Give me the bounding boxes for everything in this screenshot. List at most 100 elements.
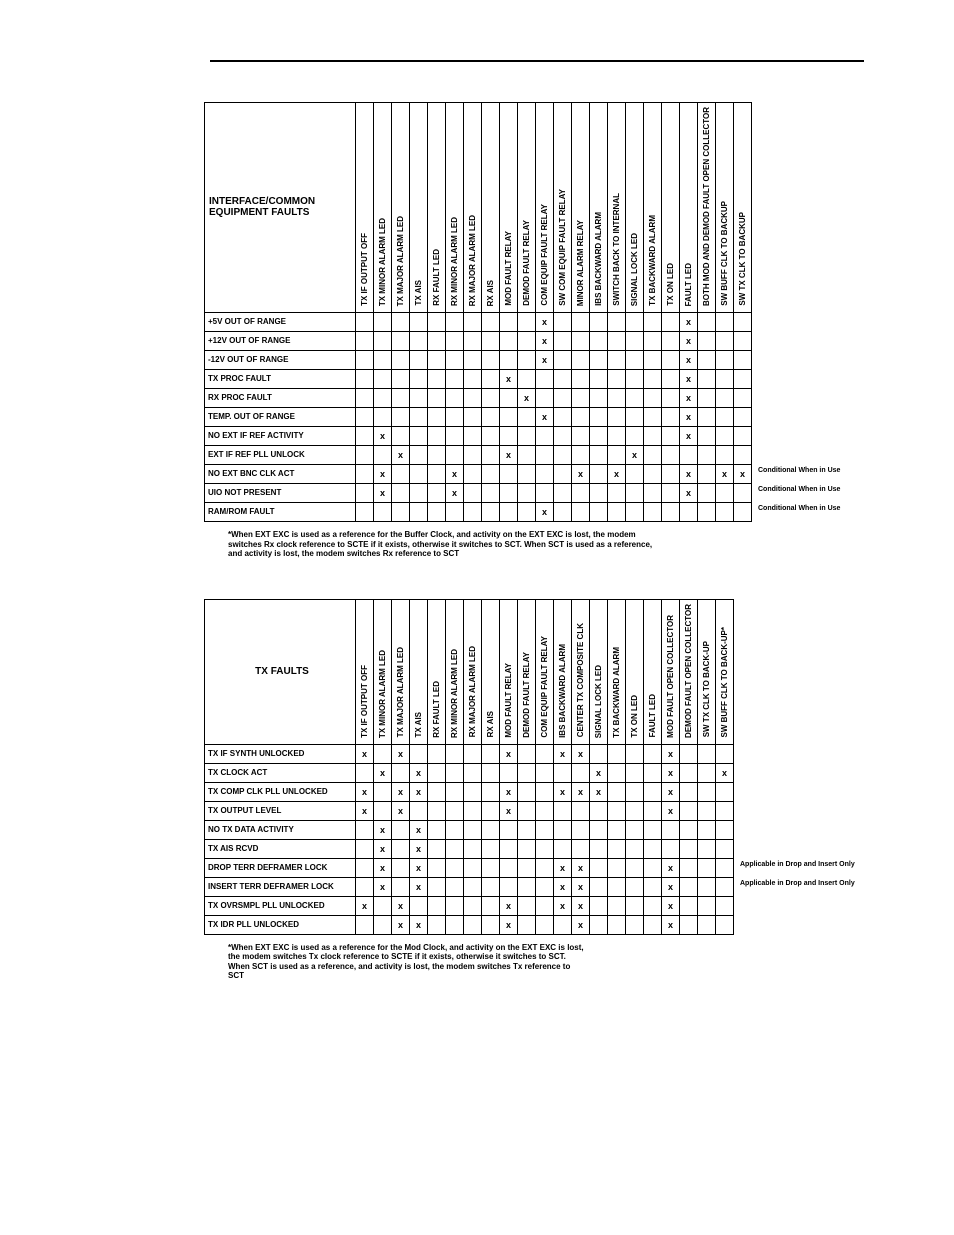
column-header: IBS BACKWARD ALARM [590, 208, 607, 310]
cell [446, 763, 464, 782]
cell: x [554, 896, 572, 915]
cell [608, 877, 626, 896]
cell [356, 858, 374, 877]
cell [428, 782, 446, 801]
table1-footnote: *When EXT EXC is used as a reference for… [228, 530, 668, 559]
cell [698, 464, 716, 483]
cell: x [662, 915, 680, 934]
cell [356, 445, 374, 464]
cell [626, 915, 644, 934]
cell [590, 464, 608, 483]
cell [662, 350, 680, 369]
cell [716, 744, 734, 763]
cell: x [374, 483, 392, 502]
cell [482, 820, 500, 839]
table-row: TX IDR PLL UNLOCKEDxxxxx [205, 915, 734, 934]
cell [734, 426, 752, 445]
cell [392, 464, 410, 483]
cell [590, 801, 608, 820]
cell [500, 763, 518, 782]
column-header: COM EQUIP FAULT RELAY [536, 200, 553, 310]
cell [536, 445, 554, 464]
cell [554, 763, 572, 782]
cell [410, 331, 428, 350]
cell [590, 350, 608, 369]
cell [590, 896, 608, 915]
cell [536, 915, 554, 934]
cell [464, 839, 482, 858]
cell [518, 464, 536, 483]
cell: x [374, 426, 392, 445]
cell [734, 388, 752, 407]
cell [428, 820, 446, 839]
row-label: TX CLOCK ACT [205, 763, 356, 782]
cell [698, 312, 716, 331]
cell [734, 445, 752, 464]
column-header: RX MAJOR ALARM LED [464, 642, 481, 741]
cell [536, 782, 554, 801]
cell [464, 350, 482, 369]
cell [374, 782, 392, 801]
cell: x [500, 801, 518, 820]
cell [608, 331, 626, 350]
row-label: EXT IF REF PLL UNLOCK [205, 445, 356, 464]
cell [716, 782, 734, 801]
column-header: DEMOD FAULT RELAY [518, 648, 535, 742]
cell: x [680, 369, 698, 388]
cell [392, 426, 410, 445]
cell [482, 445, 500, 464]
cell [680, 782, 698, 801]
cell [518, 483, 536, 502]
row-label: TX AIS RCVD [205, 839, 356, 858]
column-header: TX MAJOR ALARM LED [392, 643, 409, 741]
cell [482, 839, 500, 858]
cell [572, 312, 590, 331]
cell: x [554, 782, 572, 801]
cell [626, 801, 644, 820]
cell: x [662, 896, 680, 915]
cell [356, 350, 374, 369]
cell [482, 369, 500, 388]
cell [374, 896, 392, 915]
cell [590, 820, 608, 839]
cell [482, 896, 500, 915]
cell [572, 331, 590, 350]
cell [356, 877, 374, 896]
cell [374, 312, 392, 331]
cell [644, 483, 662, 502]
cell [482, 877, 500, 896]
cell [644, 445, 662, 464]
column-header: SIGNAL LOCK LED [590, 661, 607, 742]
cell [716, 445, 734, 464]
cell [554, 331, 572, 350]
column-header: TX IF OUTPUT OFF [356, 661, 373, 742]
cell [374, 331, 392, 350]
cell [518, 369, 536, 388]
cell [608, 369, 626, 388]
cell [626, 464, 644, 483]
cell [590, 502, 608, 521]
cell [626, 407, 644, 426]
cell [518, 782, 536, 801]
table-row: TX COMP CLK PLL UNLOCKEDxxxxxxxx [205, 782, 734, 801]
cell [644, 388, 662, 407]
column-header: RX MINOR ALARM LED [446, 645, 463, 742]
cell [716, 896, 734, 915]
cell: x [374, 820, 392, 839]
cell [644, 331, 662, 350]
cell [662, 331, 680, 350]
cell [392, 369, 410, 388]
cell: x [572, 858, 590, 877]
table-row: NO TX DATA ACTIVITYxx [205, 820, 734, 839]
cell [590, 369, 608, 388]
cell [536, 763, 554, 782]
cell [392, 483, 410, 502]
side-note: Conditional When in Use [758, 467, 840, 474]
cell [608, 312, 626, 331]
row-label: -12V OUT OF RANGE [205, 350, 356, 369]
cell [626, 858, 644, 877]
side-note: Applicable in Drop and Insert Only [740, 861, 855, 868]
cell [572, 426, 590, 445]
cell [662, 388, 680, 407]
cell: x [662, 801, 680, 820]
